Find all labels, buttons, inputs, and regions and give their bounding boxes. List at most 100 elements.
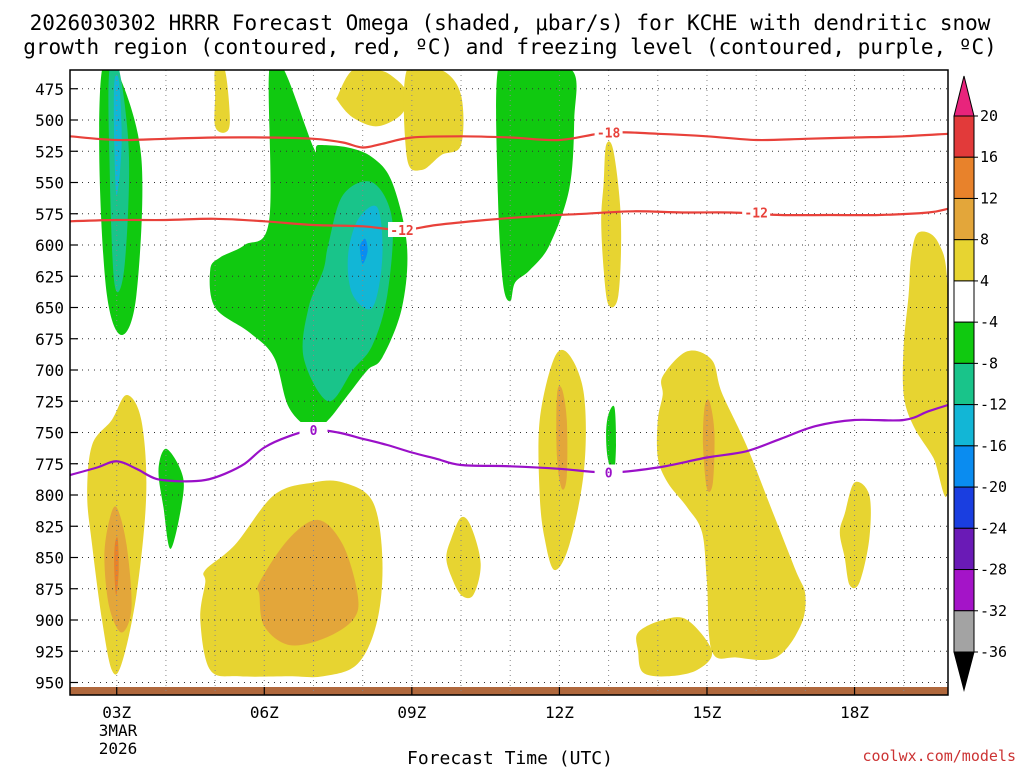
contour-label-bg-freezing_level_0-0	[299, 422, 328, 437]
colorbar-segment-6	[953, 362, 975, 406]
colorbar-segment-0	[953, 115, 975, 158]
contour-dgz_minus18	[70, 131, 948, 149]
contour-label-freezing_level_0-0: 0	[310, 424, 318, 439]
colorbar-label-10: -24	[980, 519, 1007, 537]
colorbar-segment-10	[953, 527, 975, 571]
chart-title-line-1: 2026030302 HRRR Forecast Omega (shaded, …	[30, 11, 991, 35]
omega-region-13	[601, 141, 622, 308]
colorbar-segment-2	[953, 197, 975, 241]
y-tick-label-19: 950	[35, 674, 64, 693]
contour-label-dgz_minus12-0: -12	[390, 224, 413, 239]
y-tick-label-14: 825	[35, 517, 64, 536]
omega-shading-layer	[87, 70, 948, 678]
x-axis-label: Forecast Time (UTC)	[407, 748, 613, 768]
y-tick-label-15: 850	[35, 549, 64, 568]
y-tick-label-2: 525	[35, 142, 64, 161]
colorbar-bottom-arrow	[953, 651, 975, 692]
colorbar-label-11: -28	[980, 561, 1007, 579]
colorbar-label-4: 4	[980, 272, 989, 290]
plot-frame	[69, 69, 949, 696]
y-axis: 475 500 525 550 575 600 625 650 675 700 725 750 775 8…	[35, 80, 78, 693]
omega-region-25	[839, 481, 871, 589]
y-tick-label-4: 575	[35, 205, 64, 224]
contour-label-bg-freezing_level_0-1	[594, 464, 623, 480]
contour-dgz_minus12	[70, 207, 948, 232]
chart-title-line-2: growth region (contoured, red, ºC) and f…	[23, 35, 997, 59]
x-tick-label-4: 15Z	[693, 703, 722, 722]
omega-region-8	[496, 70, 577, 302]
y-tick-label-9: 700	[35, 361, 64, 380]
grid-layer	[70, 70, 948, 695]
colorbar-label-3: 8	[980, 231, 989, 249]
omega-region-22	[656, 350, 806, 661]
x-tick-label-1: 06Z	[250, 703, 279, 722]
colorbar-top-arrow	[953, 75, 975, 117]
y-tick-label-1: 500	[35, 111, 64, 130]
colorbar-segment-5	[953, 321, 975, 364]
y-tick-label-12: 775	[35, 455, 64, 474]
credit-text: coolwx.com/models	[862, 747, 1016, 765]
colorbar-label-7: -12	[980, 396, 1007, 414]
contour-label-bg-dgz_minus12-0	[388, 222, 417, 237]
x-tick-label-5: 18Z	[840, 703, 869, 722]
omega-region-7	[359, 238, 368, 264]
contour-label-dgz_minus18-0: -18	[597, 127, 621, 142]
contour-freezing_level_0	[70, 403, 948, 483]
y-tick-label-5: 600	[35, 236, 64, 255]
y-tick-label-6: 625	[35, 267, 64, 286]
colorbar-segment-3	[953, 239, 975, 282]
colorbar-segment-7	[953, 404, 975, 447]
colorbar-label-5: -4	[980, 313, 998, 331]
colorbar-label-13: -36	[980, 643, 1007, 661]
colorbar-segment-1	[953, 156, 975, 199]
omega-region-16	[114, 537, 119, 595]
colorbar-segment-8	[953, 445, 975, 488]
omega-region-9	[606, 405, 617, 477]
omega-region-23	[702, 399, 715, 493]
contour-label-freezing_level_0-1: 0	[605, 467, 613, 482]
date-label-year: 2026	[99, 739, 138, 758]
date-label-day: 3MAR	[99, 721, 138, 740]
x-tick-label-2: 09Z	[397, 703, 426, 722]
contour-label-bg-dgz_minus12-1	[742, 204, 771, 220]
colorbar-label-2: 12	[980, 189, 998, 207]
omega-region-11	[336, 70, 408, 127]
colorbar: 20 16 12 8 4 -4 -8 -12 -16 -20 -24 -28 -32 -36	[953, 75, 1007, 692]
omega-region-12	[403, 70, 464, 171]
colorbar-label-9: -20	[980, 478, 1007, 496]
colorbar-label-8: -16	[980, 437, 1007, 455]
omega-region-26	[902, 231, 948, 497]
contour-layer	[70, 131, 948, 483]
colorbar-label-1: 16	[980, 148, 998, 166]
y-tick-label-7: 650	[35, 299, 64, 318]
y-tick-label-17: 900	[35, 611, 64, 630]
omega-region-19	[446, 516, 481, 599]
y-tick-label-3: 550	[35, 174, 64, 193]
omega-region-24	[636, 617, 713, 677]
y-tick-label-8: 675	[35, 330, 64, 349]
y-tick-label-13: 800	[35, 486, 64, 505]
colorbar-segment-4	[953, 280, 975, 323]
omega-region-10	[214, 70, 230, 133]
omega-region-21	[556, 385, 568, 490]
colorbar-segment-11	[953, 569, 975, 612]
x-tick-label-3: 12Z	[545, 703, 574, 722]
x-tick-label-0: 03Z	[102, 703, 131, 722]
y-tick-label-10: 725	[35, 392, 64, 411]
contour-label-dgz_minus12-1: -12	[744, 207, 767, 222]
colorbar-label-6: -8	[980, 354, 998, 372]
colorbar-segment-12	[953, 610, 975, 653]
contour-label-layer: -18 -12 -12 0 0	[299, 124, 771, 482]
contour-label-bg-dgz_minus18-0	[594, 124, 623, 140]
colorbar-label-12: -32	[980, 602, 1007, 620]
omega-region-3	[158, 448, 184, 549]
omega-region-2	[113, 74, 122, 195]
y-tick-label-18: 925	[35, 642, 64, 661]
x-axis: 03Z 06Z 09Z 12Z 15Z 18Z	[102, 687, 869, 722]
y-tick-label-11: 750	[35, 424, 64, 443]
colorbar-label-0: 20	[980, 107, 998, 125]
y-tick-label-0: 475	[35, 80, 64, 99]
terrain-strip	[70, 687, 948, 695]
omega-region-18	[257, 519, 359, 646]
